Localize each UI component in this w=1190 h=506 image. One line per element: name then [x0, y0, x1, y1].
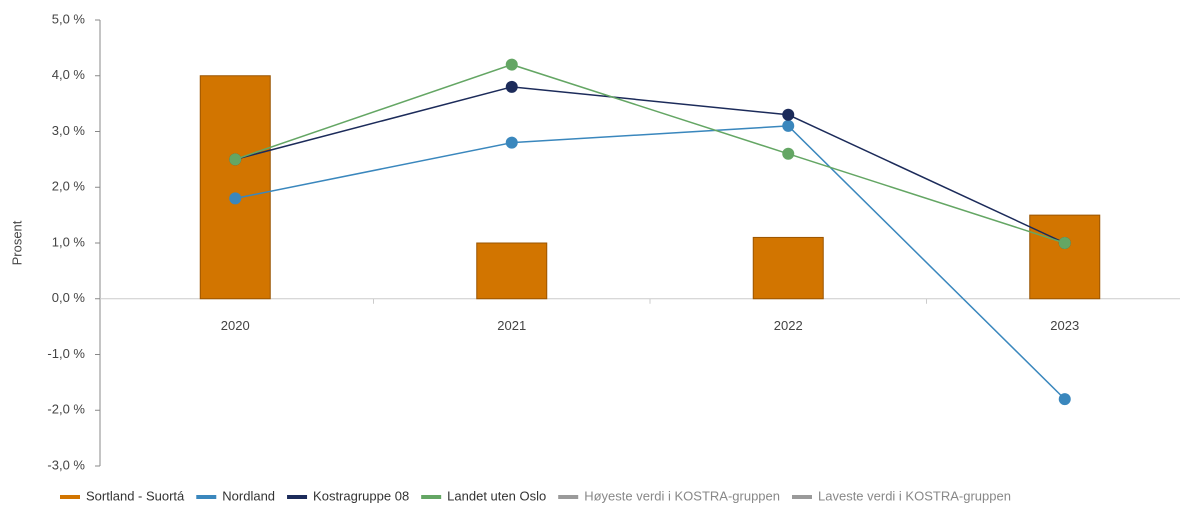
y-tick-label: 1,0 % [52, 234, 86, 249]
y-tick-label: 0,0 % [52, 290, 86, 305]
legend-label: Nordland [222, 488, 275, 503]
legend-label: Landet uten Oslo [447, 488, 546, 503]
x-tick-label: 2021 [497, 318, 526, 333]
bar [199, 75, 271, 300]
legend-swatch [287, 495, 308, 499]
y-axis-label: Prosent [9, 220, 24, 265]
legend-label: Sortland - Suortá [86, 488, 185, 503]
legend-swatch [196, 495, 217, 499]
legend-label: Laveste verdi i KOSTRA-gruppen [818, 488, 1011, 503]
line [235, 125, 1066, 400]
legend-swatch [792, 495, 812, 499]
point [782, 108, 795, 121]
y-tick-label: 5,0 % [52, 11, 86, 26]
bar [476, 242, 548, 300]
y-tick-label: 3,0 % [52, 123, 86, 138]
legend-swatch [558, 495, 579, 499]
line [235, 63, 1065, 244]
point [505, 58, 518, 71]
legend-swatch [421, 495, 442, 499]
x-tick-label: 2020 [221, 318, 250, 333]
point [505, 136, 518, 149]
point [229, 192, 242, 205]
point [782, 119, 795, 132]
bar [752, 236, 824, 300]
y-tick-label: -1,0 % [47, 346, 85, 361]
y-tick-label: 4,0 % [52, 67, 86, 82]
y-tick-label: 2,0 % [52, 179, 86, 194]
bar [1029, 214, 1101, 300]
point [229, 153, 242, 166]
x-tick-label: 2022 [774, 318, 803, 333]
point [1058, 393, 1071, 406]
legend-swatch [60, 495, 80, 499]
y-tick-label: -2,0 % [47, 402, 85, 417]
point [1058, 237, 1071, 249]
legend-label: Kostragruppe 08 [313, 488, 409, 503]
y-tick-label: -3,0 % [47, 457, 85, 472]
line [235, 86, 1066, 244]
legend-label: Høyeste verdi i KOSTRA-gruppen [584, 488, 780, 503]
point [782, 147, 795, 160]
x-tick-label: 2023 [1050, 318, 1079, 333]
point [505, 80, 518, 93]
